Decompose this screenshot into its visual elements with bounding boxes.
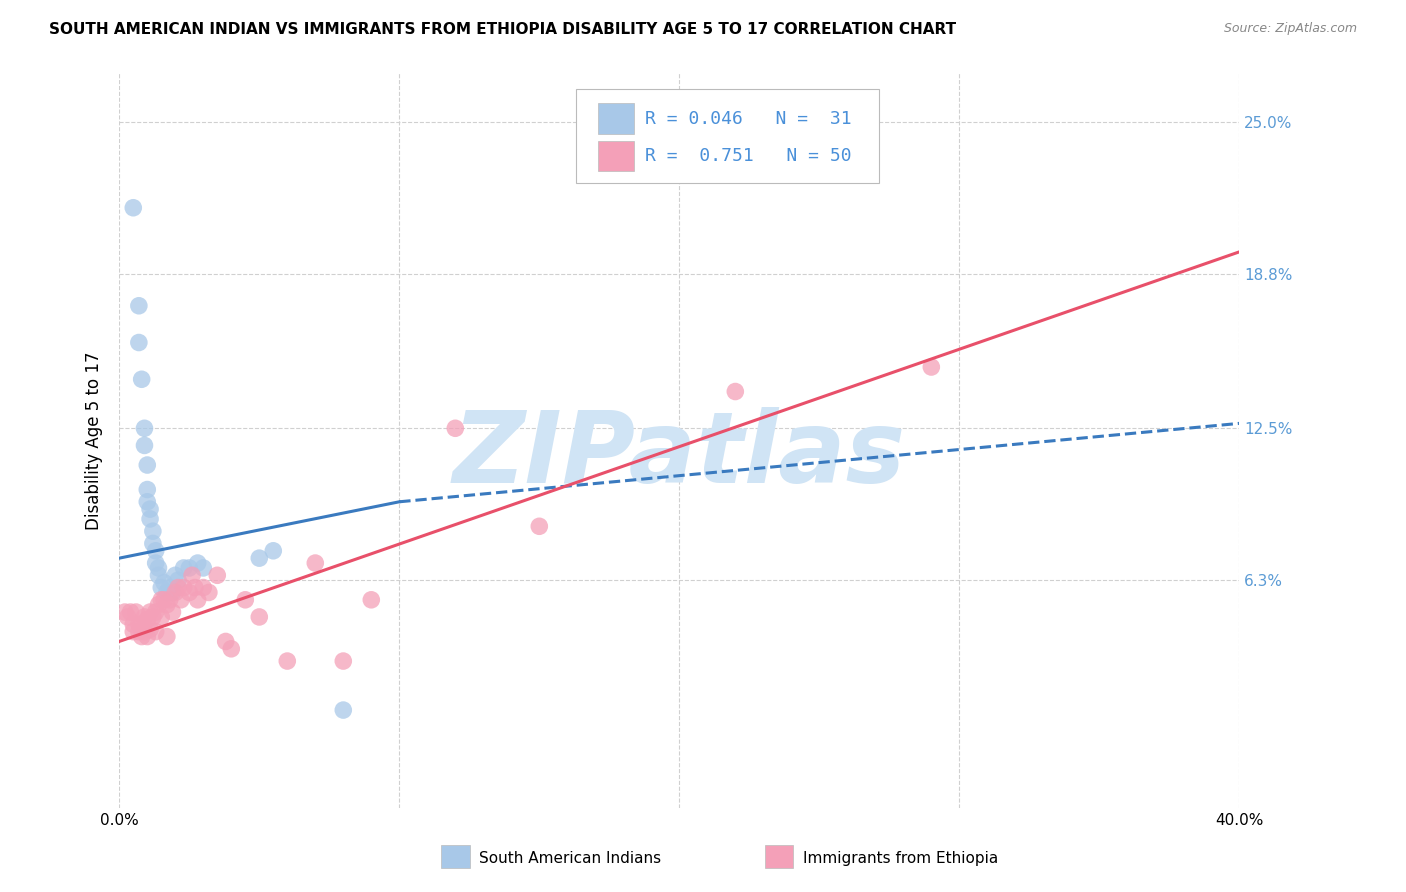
Point <box>142 536 165 550</box>
Point <box>179 561 201 575</box>
Point <box>173 561 195 575</box>
Point <box>145 624 167 639</box>
Point <box>120 605 142 619</box>
Point <box>139 512 162 526</box>
Text: R = 0.046   N =  31: R = 0.046 N = 31 <box>645 110 852 128</box>
Point <box>162 605 184 619</box>
Point <box>193 561 215 575</box>
Point <box>159 581 181 595</box>
Text: South American Indians: South American Indians <box>479 851 662 865</box>
Point <box>148 598 170 612</box>
Point <box>167 573 190 587</box>
Point <box>262 543 284 558</box>
Point <box>136 483 159 497</box>
Point <box>131 617 153 632</box>
Point <box>145 605 167 619</box>
Point <box>136 495 159 509</box>
Point <box>156 630 179 644</box>
Point <box>332 703 354 717</box>
Point <box>136 630 159 644</box>
Point <box>117 610 139 624</box>
Point <box>332 654 354 668</box>
Point <box>153 575 176 590</box>
Point <box>134 610 156 624</box>
Point <box>153 592 176 607</box>
Point <box>167 581 190 595</box>
Point <box>142 610 165 624</box>
Point <box>247 551 270 566</box>
Point <box>128 299 150 313</box>
Point <box>159 592 181 607</box>
Point <box>207 568 229 582</box>
Point <box>139 605 162 619</box>
Point <box>128 617 150 632</box>
Point <box>215 634 238 648</box>
Point <box>125 605 148 619</box>
Point <box>136 612 159 626</box>
Y-axis label: Disability Age 5 to 17: Disability Age 5 to 17 <box>86 351 103 530</box>
Text: ZIPatlas: ZIPatlas <box>453 407 905 504</box>
Point <box>304 556 326 570</box>
Text: R =  0.751   N = 50: R = 0.751 N = 50 <box>645 147 852 165</box>
Point <box>122 201 145 215</box>
Text: Immigrants from Ethiopia: Immigrants from Ethiopia <box>803 851 998 865</box>
Point <box>247 610 270 624</box>
Point <box>139 622 162 636</box>
Point <box>134 624 156 639</box>
Point <box>724 384 747 399</box>
Point <box>173 581 195 595</box>
Point <box>136 458 159 472</box>
Point <box>219 641 242 656</box>
Point <box>145 556 167 570</box>
Point <box>134 438 156 452</box>
Point <box>233 592 256 607</box>
Point <box>122 617 145 632</box>
Point <box>187 556 209 570</box>
Point <box>276 654 298 668</box>
Point <box>148 561 170 575</box>
Point <box>193 581 215 595</box>
Point <box>360 592 382 607</box>
Point <box>114 605 136 619</box>
Point <box>156 585 179 599</box>
Point <box>128 624 150 639</box>
Point <box>148 568 170 582</box>
Point <box>170 592 193 607</box>
Point <box>131 630 153 644</box>
Point <box>181 568 204 582</box>
Point <box>142 524 165 539</box>
Point <box>150 581 173 595</box>
Point <box>162 585 184 599</box>
Point <box>139 502 162 516</box>
Point <box>184 581 207 595</box>
Point <box>128 335 150 350</box>
Point <box>150 610 173 624</box>
Point <box>134 421 156 435</box>
Point <box>145 543 167 558</box>
Point <box>179 585 201 599</box>
Point <box>165 568 187 582</box>
Point <box>150 592 173 607</box>
Point <box>122 624 145 639</box>
Text: Source: ZipAtlas.com: Source: ZipAtlas.com <box>1223 22 1357 36</box>
Point <box>187 592 209 607</box>
Point <box>198 585 221 599</box>
Point <box>920 359 942 374</box>
Point <box>156 598 179 612</box>
Point <box>131 372 153 386</box>
Point <box>165 585 187 599</box>
Text: SOUTH AMERICAN INDIAN VS IMMIGRANTS FROM ETHIOPIA DISABILITY AGE 5 TO 17 CORRELA: SOUTH AMERICAN INDIAN VS IMMIGRANTS FROM… <box>49 22 956 37</box>
Point <box>444 421 467 435</box>
Point <box>529 519 551 533</box>
